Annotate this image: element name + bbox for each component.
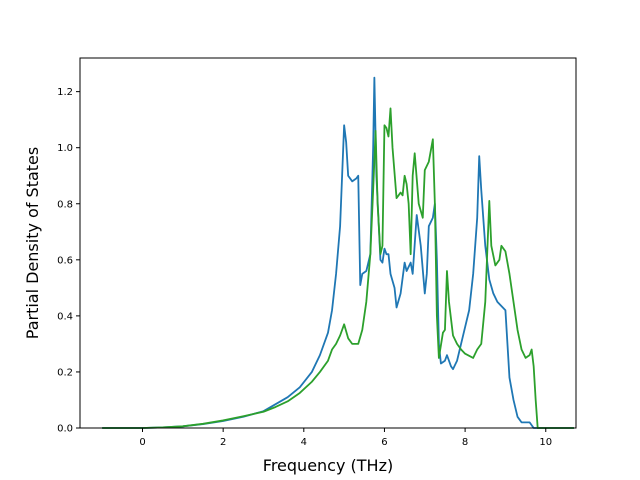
y-axis-label: Partial Density of States (23, 147, 42, 339)
x-tick-label: 2 (220, 437, 226, 448)
y-tick-label: 1.2 (57, 87, 73, 98)
x-tick-label: 0 (139, 437, 145, 448)
y-tick-label: 0.8 (57, 199, 73, 210)
series-line-2 (102, 107, 574, 429)
y-tick-label: 0.0 (57, 424, 73, 435)
y-tick-label: 0.2 (57, 367, 73, 378)
plot-lines (102, 76, 574, 429)
plot-area-frame (79, 57, 577, 429)
y-axis-ticks: 0.0 0.2 0.4 0.6 0.8 1.0 1.2 (57, 87, 80, 435)
x-axis-ticks: 0 2 4 6 8 10 (139, 428, 552, 448)
x-tick-label: 8 (462, 437, 468, 448)
y-tick-label: 1.0 (57, 143, 73, 154)
x-axis-label: Frequency (THz) (263, 456, 393, 475)
series-line-1 (102, 76, 574, 429)
x-tick-label: 6 (381, 437, 387, 448)
x-tick-label: 10 (539, 437, 552, 448)
y-tick-label: 0.6 (57, 255, 73, 266)
x-tick-label: 4 (301, 437, 307, 448)
y-tick-label: 0.4 (57, 311, 73, 322)
